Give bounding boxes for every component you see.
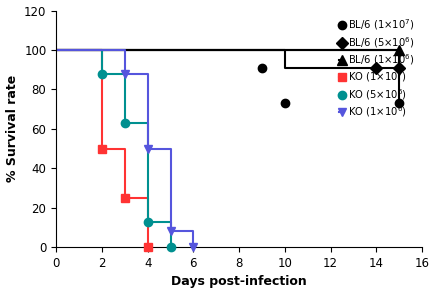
Legend: BL/6 (1×10$^7$), BL/6 (5×10$^6$), BL/6 (1×10$^6$), KO (1×10$^7$), KO (5×10$^6$),: BL/6 (1×10$^7$), BL/6 (5×10$^6$), BL/6 (…	[336, 16, 416, 121]
X-axis label: Days post-infection: Days post-infection	[171, 275, 306, 288]
Y-axis label: % Survival rate: % Survival rate	[6, 75, 19, 183]
